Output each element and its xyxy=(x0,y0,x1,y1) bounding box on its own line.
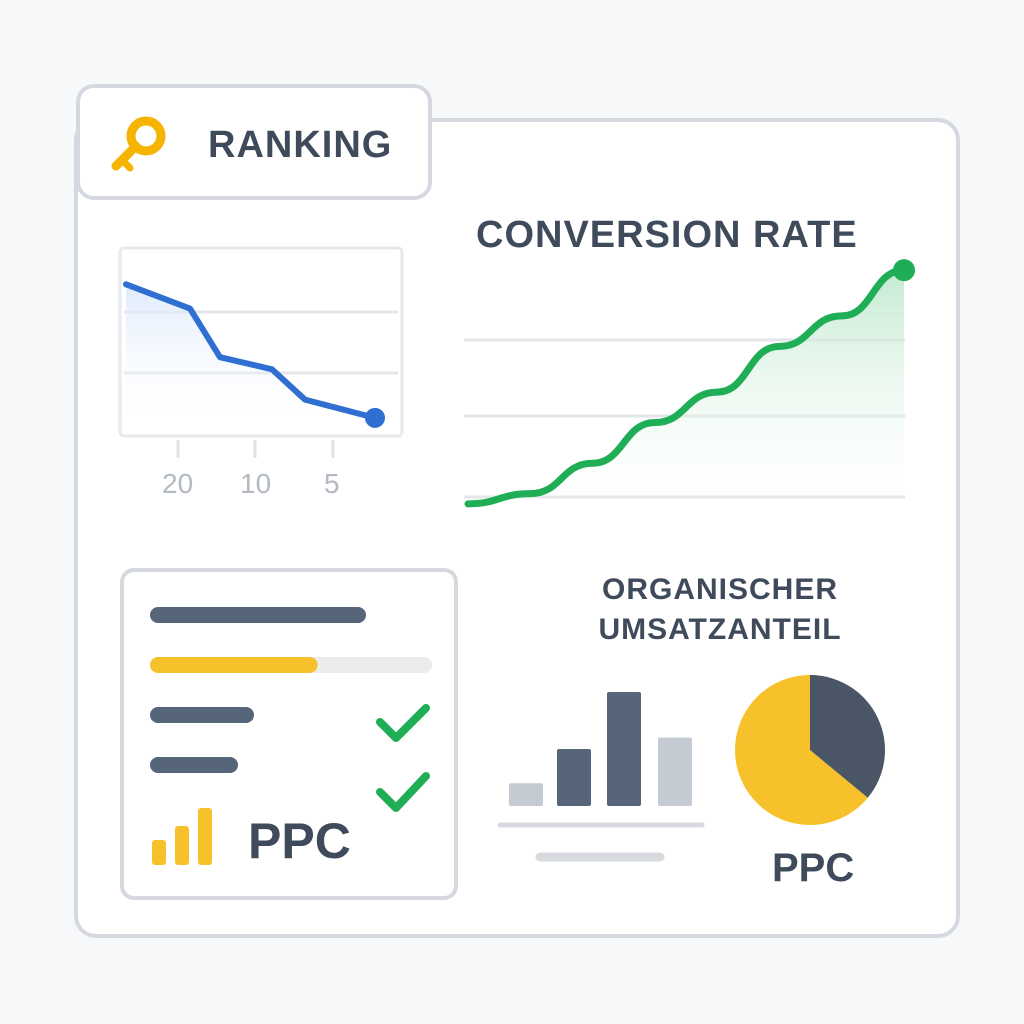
key-icon xyxy=(111,116,166,172)
ranking-tick-label: 20 xyxy=(162,468,194,499)
ranking-tick-label: 5 xyxy=(324,468,340,499)
check-icon xyxy=(376,704,430,742)
conversion-chart xyxy=(464,259,915,530)
organic-title: ORGANISCHER UMSATZANTEIL xyxy=(560,570,880,650)
ppc-pie-chart xyxy=(735,675,886,825)
conversion-title: CONVERSION RATE xyxy=(476,214,858,256)
organic-title-line2: UMSATZANTEIL xyxy=(598,613,842,646)
ranking-end-point xyxy=(365,407,385,428)
ppc-panel-label: PPC xyxy=(248,813,351,869)
pie-slice xyxy=(810,675,886,798)
bar xyxy=(509,783,543,806)
bar-chart-icon xyxy=(152,808,212,865)
bar xyxy=(557,749,591,806)
check-icon xyxy=(376,772,430,812)
ranking-tab[interactable]: RANKING xyxy=(76,84,432,200)
ranking-line xyxy=(123,281,378,421)
conversion-area xyxy=(468,270,904,530)
tab-label: RANKING xyxy=(208,124,393,166)
conversion-end-point xyxy=(893,259,915,282)
pie-slice xyxy=(735,675,868,825)
organic-bar-chart xyxy=(509,692,692,806)
conversion-line xyxy=(464,266,908,508)
bar xyxy=(658,737,692,806)
ranking-area xyxy=(126,284,375,432)
ranking-tick-label: 10 xyxy=(240,468,272,499)
pie-label: PPC xyxy=(772,846,855,890)
organic-title-line1: ORGANISCHER xyxy=(601,573,838,606)
bar xyxy=(607,692,641,806)
ranking-chart xyxy=(118,246,404,458)
